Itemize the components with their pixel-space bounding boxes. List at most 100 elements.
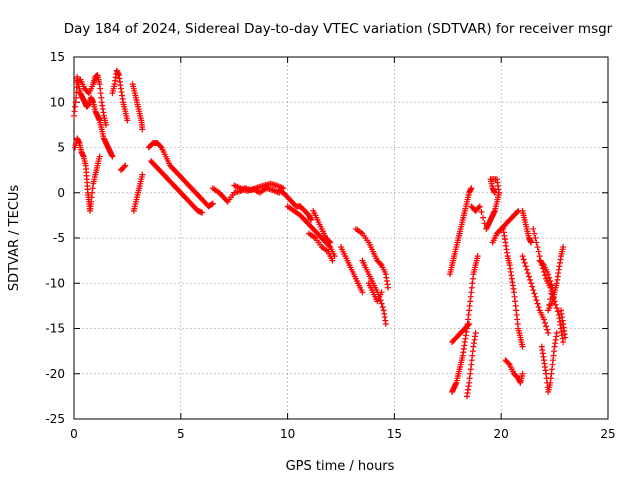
data-point (359, 289, 366, 296)
data-point (544, 326, 551, 333)
data-point (522, 263, 529, 270)
data-point (541, 319, 548, 326)
y-tick-label: -5 (53, 231, 65, 245)
data-point (547, 277, 554, 284)
data-point (530, 225, 537, 232)
y-tick-label: 10 (50, 95, 65, 109)
data-point (139, 126, 146, 133)
data-point (468, 185, 475, 192)
x-tick-label: 10 (280, 427, 295, 441)
data-point (379, 304, 386, 311)
data-point (476, 203, 483, 210)
data-point (139, 171, 146, 178)
data-point (532, 293, 539, 300)
data-point (514, 208, 521, 215)
data-point (491, 189, 498, 196)
data-point (378, 289, 385, 296)
data-point (548, 281, 555, 288)
data-point (223, 197, 230, 204)
x-tick-label: 0 (70, 427, 78, 441)
y-axis-label: SDTVAR / TECUs (7, 185, 22, 292)
data-point (472, 330, 479, 337)
data-point (534, 244, 541, 251)
data-point (552, 301, 559, 308)
data-point (527, 276, 534, 283)
data-point (308, 216, 315, 223)
data-point (73, 94, 80, 101)
data-point (528, 280, 535, 287)
data-point (546, 274, 553, 281)
data-point (157, 143, 164, 150)
y-tick-label: -20 (45, 367, 65, 381)
x-axis-label: GPS time / hours (286, 459, 395, 474)
data-point (327, 239, 334, 246)
data-point (96, 153, 103, 160)
data-point (519, 370, 526, 377)
data-point (532, 235, 539, 241)
data-point (533, 297, 540, 304)
data-point (548, 290, 555, 297)
data-point (73, 89, 80, 96)
x-tick-label: 15 (387, 427, 402, 441)
data-point (525, 273, 532, 280)
data-point (562, 334, 569, 341)
data-point (539, 261, 546, 268)
data-point (545, 330, 552, 337)
data-point (103, 121, 110, 128)
data-point (519, 253, 526, 260)
data-point (534, 300, 541, 307)
data-point (528, 239, 535, 246)
data-point (378, 300, 385, 307)
plot-frame (73, 56, 609, 420)
data-point (560, 339, 567, 346)
x-tick-label: 25 (600, 427, 615, 441)
y-tick-label: 0 (57, 186, 65, 200)
data-point (121, 163, 128, 170)
data-point (122, 162, 129, 169)
data-point (109, 153, 116, 160)
data-point (533, 239, 540, 246)
data-point (208, 201, 215, 208)
data-point (543, 323, 550, 330)
data-point (520, 256, 527, 263)
data-point (553, 330, 560, 337)
data-point (384, 284, 391, 291)
data-point (531, 290, 538, 297)
data-point (535, 248, 542, 255)
y-axis-ticks: -25 -20 -15 -10 -5 0 5 10 15 (45, 50, 608, 426)
y-tick-label: -10 (45, 276, 65, 290)
data-point (480, 214, 487, 221)
x-tick-label: 5 (177, 427, 185, 441)
data-point (529, 283, 536, 290)
data-point (209, 200, 216, 207)
data-point (124, 117, 131, 124)
data-points (71, 67, 569, 400)
data-point (530, 287, 537, 294)
data-point (382, 320, 389, 327)
data-point (329, 257, 336, 264)
data-point (540, 316, 547, 323)
data-point (519, 343, 526, 350)
x-tick-label: 20 (494, 427, 509, 441)
data-point (524, 270, 531, 277)
data-point (474, 253, 481, 260)
data-point (199, 209, 206, 216)
y-tick-label: -25 (45, 412, 65, 426)
data-point (541, 272, 548, 279)
data-point (545, 271, 552, 278)
data-point (553, 305, 560, 312)
x-axis-ticks: 0 5 10 15 20 25 (70, 57, 616, 441)
data-point (377, 261, 384, 268)
data-point (478, 208, 485, 215)
data-point (475, 204, 482, 211)
y-tick-label: -15 (45, 322, 65, 336)
data-point (505, 360, 512, 367)
data-point (560, 244, 567, 251)
data-point (535, 304, 542, 311)
data-point (523, 266, 530, 273)
chart-title: Day 184 of 2024, Sidereal Day-to-day VTE… (64, 21, 613, 37)
data-point (531, 230, 538, 237)
y-tick-label: 15 (50, 50, 65, 64)
data-point (521, 259, 528, 266)
